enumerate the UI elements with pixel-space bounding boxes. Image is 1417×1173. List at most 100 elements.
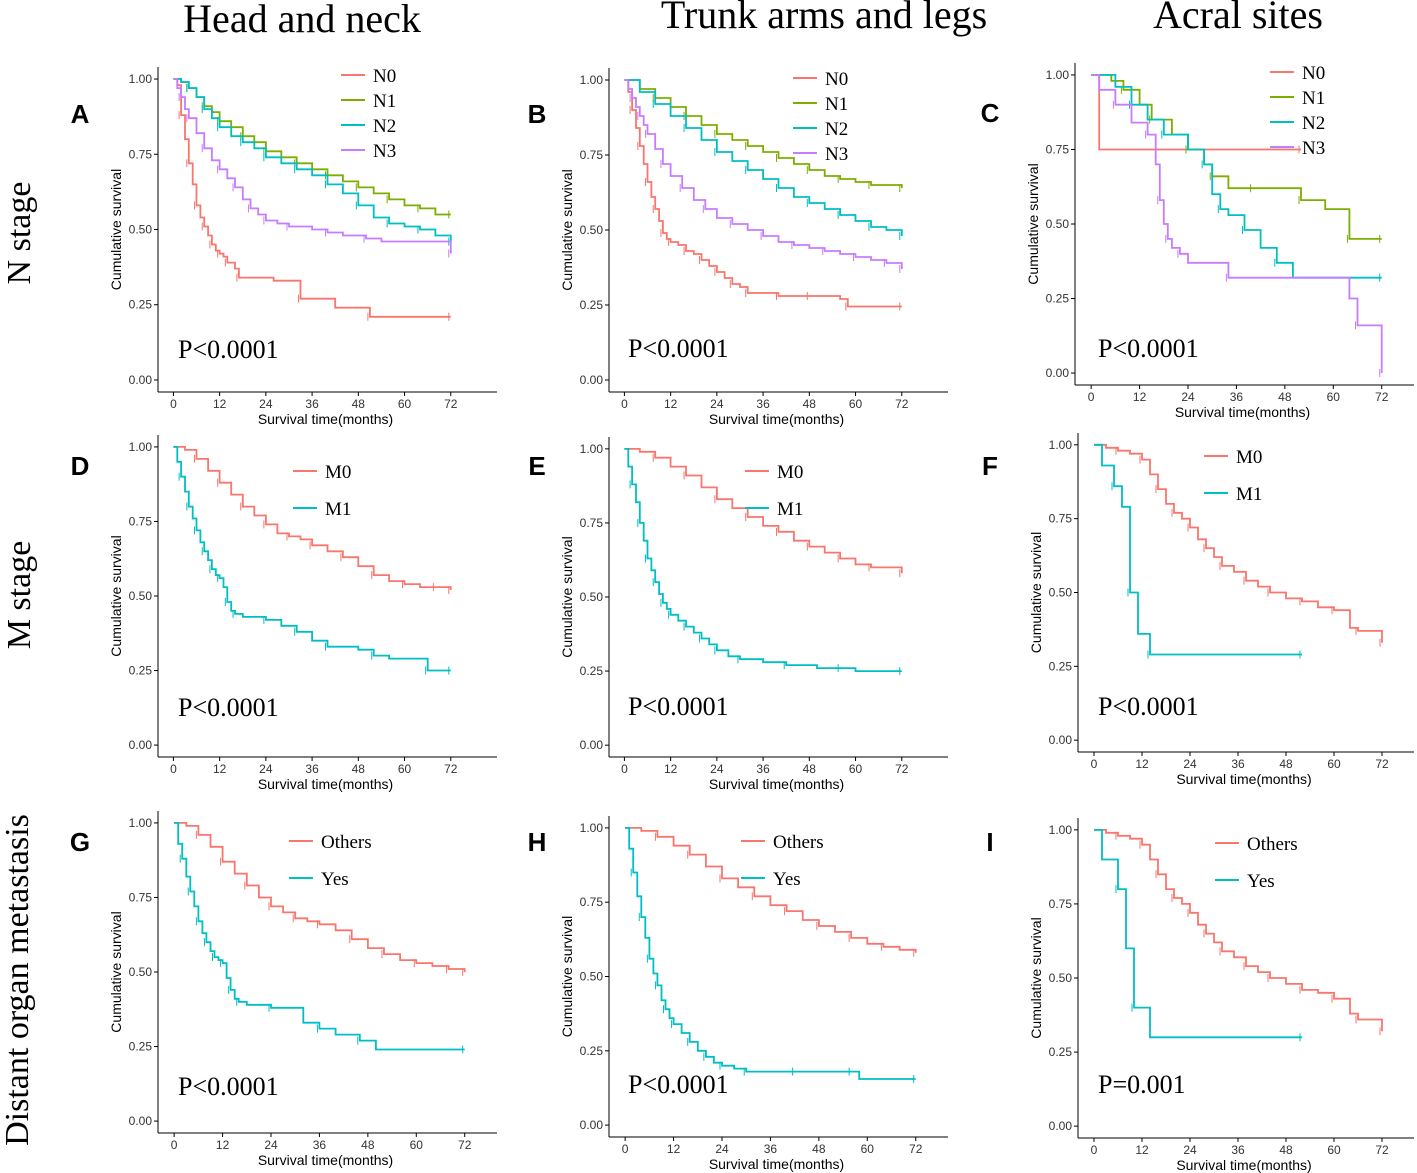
curve-n0 — [173, 78, 451, 318]
y-tick-label: 0.50 — [580, 590, 604, 604]
x-tick-label: 24 — [710, 397, 724, 411]
y-tick-label: 1.00 — [580, 442, 604, 456]
curve-yes — [1094, 829, 1302, 1039]
x-tick-label: 0 — [621, 397, 628, 411]
x-tick-label: 24 — [710, 762, 724, 776]
curve-n2 — [1091, 74, 1382, 279]
x-tick-label: 12 — [664, 397, 678, 411]
x-tick-label: 60 — [398, 762, 412, 776]
x-tick-label: 0 — [171, 1138, 178, 1152]
legend-label-yes: Yes — [773, 869, 801, 890]
curve-m1 — [624, 448, 902, 672]
x-tick-label: 36 — [305, 762, 319, 776]
y-tick-label: 0.50 — [1049, 971, 1073, 985]
curve-n2 — [624, 79, 903, 236]
y-tick-label: 1.00 — [1049, 823, 1073, 837]
x-tick-label: 72 — [895, 397, 909, 411]
column-title-trunk: Trunk arms and legs — [661, 0, 987, 37]
legend-label-m0: M0 — [1236, 447, 1262, 468]
x-tick-label: 60 — [1327, 757, 1341, 771]
x-tick-label: 24 — [1183, 757, 1197, 771]
panel-c: C 0.00 0.25 0.50 0.75 1.00 0 12 24 36 48 60 72 Surviv… — [981, 63, 1414, 420]
x-tick-label: 72 — [444, 762, 458, 776]
x-tick-label: 0 — [1091, 1143, 1098, 1157]
x-tick-label: 72 — [1375, 390, 1389, 404]
x-tick-label: 48 — [803, 397, 817, 411]
y-tick-label: 0.75 — [580, 516, 604, 530]
panel-f: F 0.00 0.25 0.50 0.75 1.00 0 12 24 36 48 60 72 Surviv… — [982, 433, 1414, 787]
panel-label-f: F — [982, 451, 998, 481]
legend-label-others: Others — [321, 832, 372, 853]
curve-m0 — [624, 448, 903, 574]
y-tick-label: 0.50 — [1046, 217, 1070, 231]
y-tick-label: 1.00 — [1046, 68, 1070, 82]
legend-label-n0: N0 — [1302, 63, 1325, 84]
y-tick-label: 0.50 — [580, 970, 604, 984]
x-tick-label: 72 — [444, 397, 458, 411]
row-title-m-stage: M stage — [1, 541, 38, 650]
y-tick-label: 0.00 — [129, 1114, 153, 1128]
y-tick-label: 0.25 — [129, 1040, 153, 1054]
y-tick-label: 0.75 — [1046, 142, 1070, 156]
legend-label-n0: N0 — [825, 69, 848, 90]
x-tick-label: 72 — [1375, 757, 1389, 771]
x-tick-label: 48 — [361, 1138, 375, 1152]
p-value: P<0.0001 — [1098, 692, 1199, 721]
p-value: P<0.0001 — [628, 334, 729, 363]
curve-m0 — [1094, 443, 1383, 643]
x-axis-label: Survival time(months) — [1175, 404, 1310, 420]
p-value: P=0.001 — [1098, 1070, 1186, 1099]
y-tick-label: 0.25 — [1046, 292, 1070, 306]
panel-e: E 0.00 0.25 0.50 0.75 1.00 0 12 24 36 48 60 72 Surviv… — [528, 437, 948, 792]
y-tick-label: 0.75 — [129, 147, 153, 161]
x-tick-label: 60 — [849, 762, 863, 776]
curve-m1 — [173, 446, 451, 672]
x-tick-label: 72 — [458, 1138, 472, 1152]
curve-n0 — [624, 79, 902, 308]
y-tick-label: 0.00 — [1046, 366, 1070, 380]
p-value: P<0.0001 — [178, 693, 279, 722]
x-tick-label: 12 — [1133, 390, 1147, 404]
x-tick-label: 36 — [764, 1142, 778, 1156]
p-value: P<0.0001 — [628, 1070, 729, 1099]
panel-label-i: I — [986, 827, 993, 857]
y-tick-label: 1.00 — [580, 73, 604, 87]
curve-n3 — [624, 79, 903, 269]
panel-g: G 0.00 0.25 0.50 0.75 1.00 0 12 24 36 48 60 72 Surviv… — [70, 811, 497, 1168]
x-tick-label: 24 — [259, 762, 273, 776]
x-tick-label: 48 — [812, 1142, 826, 1156]
y-tick-label: 0.25 — [580, 298, 604, 312]
y-tick-label: 0.00 — [129, 738, 153, 752]
y-tick-label: 1.00 — [580, 821, 604, 835]
x-axis-label: Survival time(months) — [709, 411, 844, 427]
y-tick-label: 1.00 — [129, 440, 153, 454]
legend-label-n1: N1 — [825, 94, 848, 115]
x-tick-label: 24 — [1183, 1143, 1197, 1157]
x-tick-label: 36 — [756, 762, 770, 776]
x-tick-label: 60 — [849, 397, 863, 411]
x-tick-label: 72 — [1375, 1143, 1389, 1157]
panel-a: A 0.00 0.25 0.50 0.75 1.00 0 12 24 36 48 60 72 Surviv… — [71, 66, 497, 427]
curve-n2 — [173, 78, 452, 242]
legend-label-n2: N2 — [825, 119, 848, 140]
x-tick-label: 12 — [213, 397, 227, 411]
y-tick-label: 0.75 — [129, 514, 153, 528]
legend-label-yes: Yes — [1247, 871, 1275, 892]
legend-label-others: Others — [1247, 834, 1298, 855]
y-axis-label: Cumulative survival — [559, 916, 575, 1037]
curve-n3 — [173, 78, 452, 254]
x-tick-label: 48 — [803, 762, 817, 776]
x-tick-label: 36 — [756, 397, 770, 411]
legend-label-n3: N3 — [373, 141, 396, 162]
y-axis-label: Cumulative survival — [108, 535, 124, 656]
curve-n1 — [173, 78, 451, 216]
panel-label-h: H — [528, 827, 547, 857]
y-tick-label: 1.00 — [1049, 438, 1073, 452]
x-tick-label: 12 — [213, 762, 227, 776]
legend-label-n3: N3 — [825, 144, 848, 165]
legend-label-yes: Yes — [321, 869, 349, 890]
legend-label-m0: M0 — [325, 462, 351, 483]
panel-label-b: B — [528, 99, 547, 129]
y-axis-label: Cumulative survival — [559, 536, 575, 657]
